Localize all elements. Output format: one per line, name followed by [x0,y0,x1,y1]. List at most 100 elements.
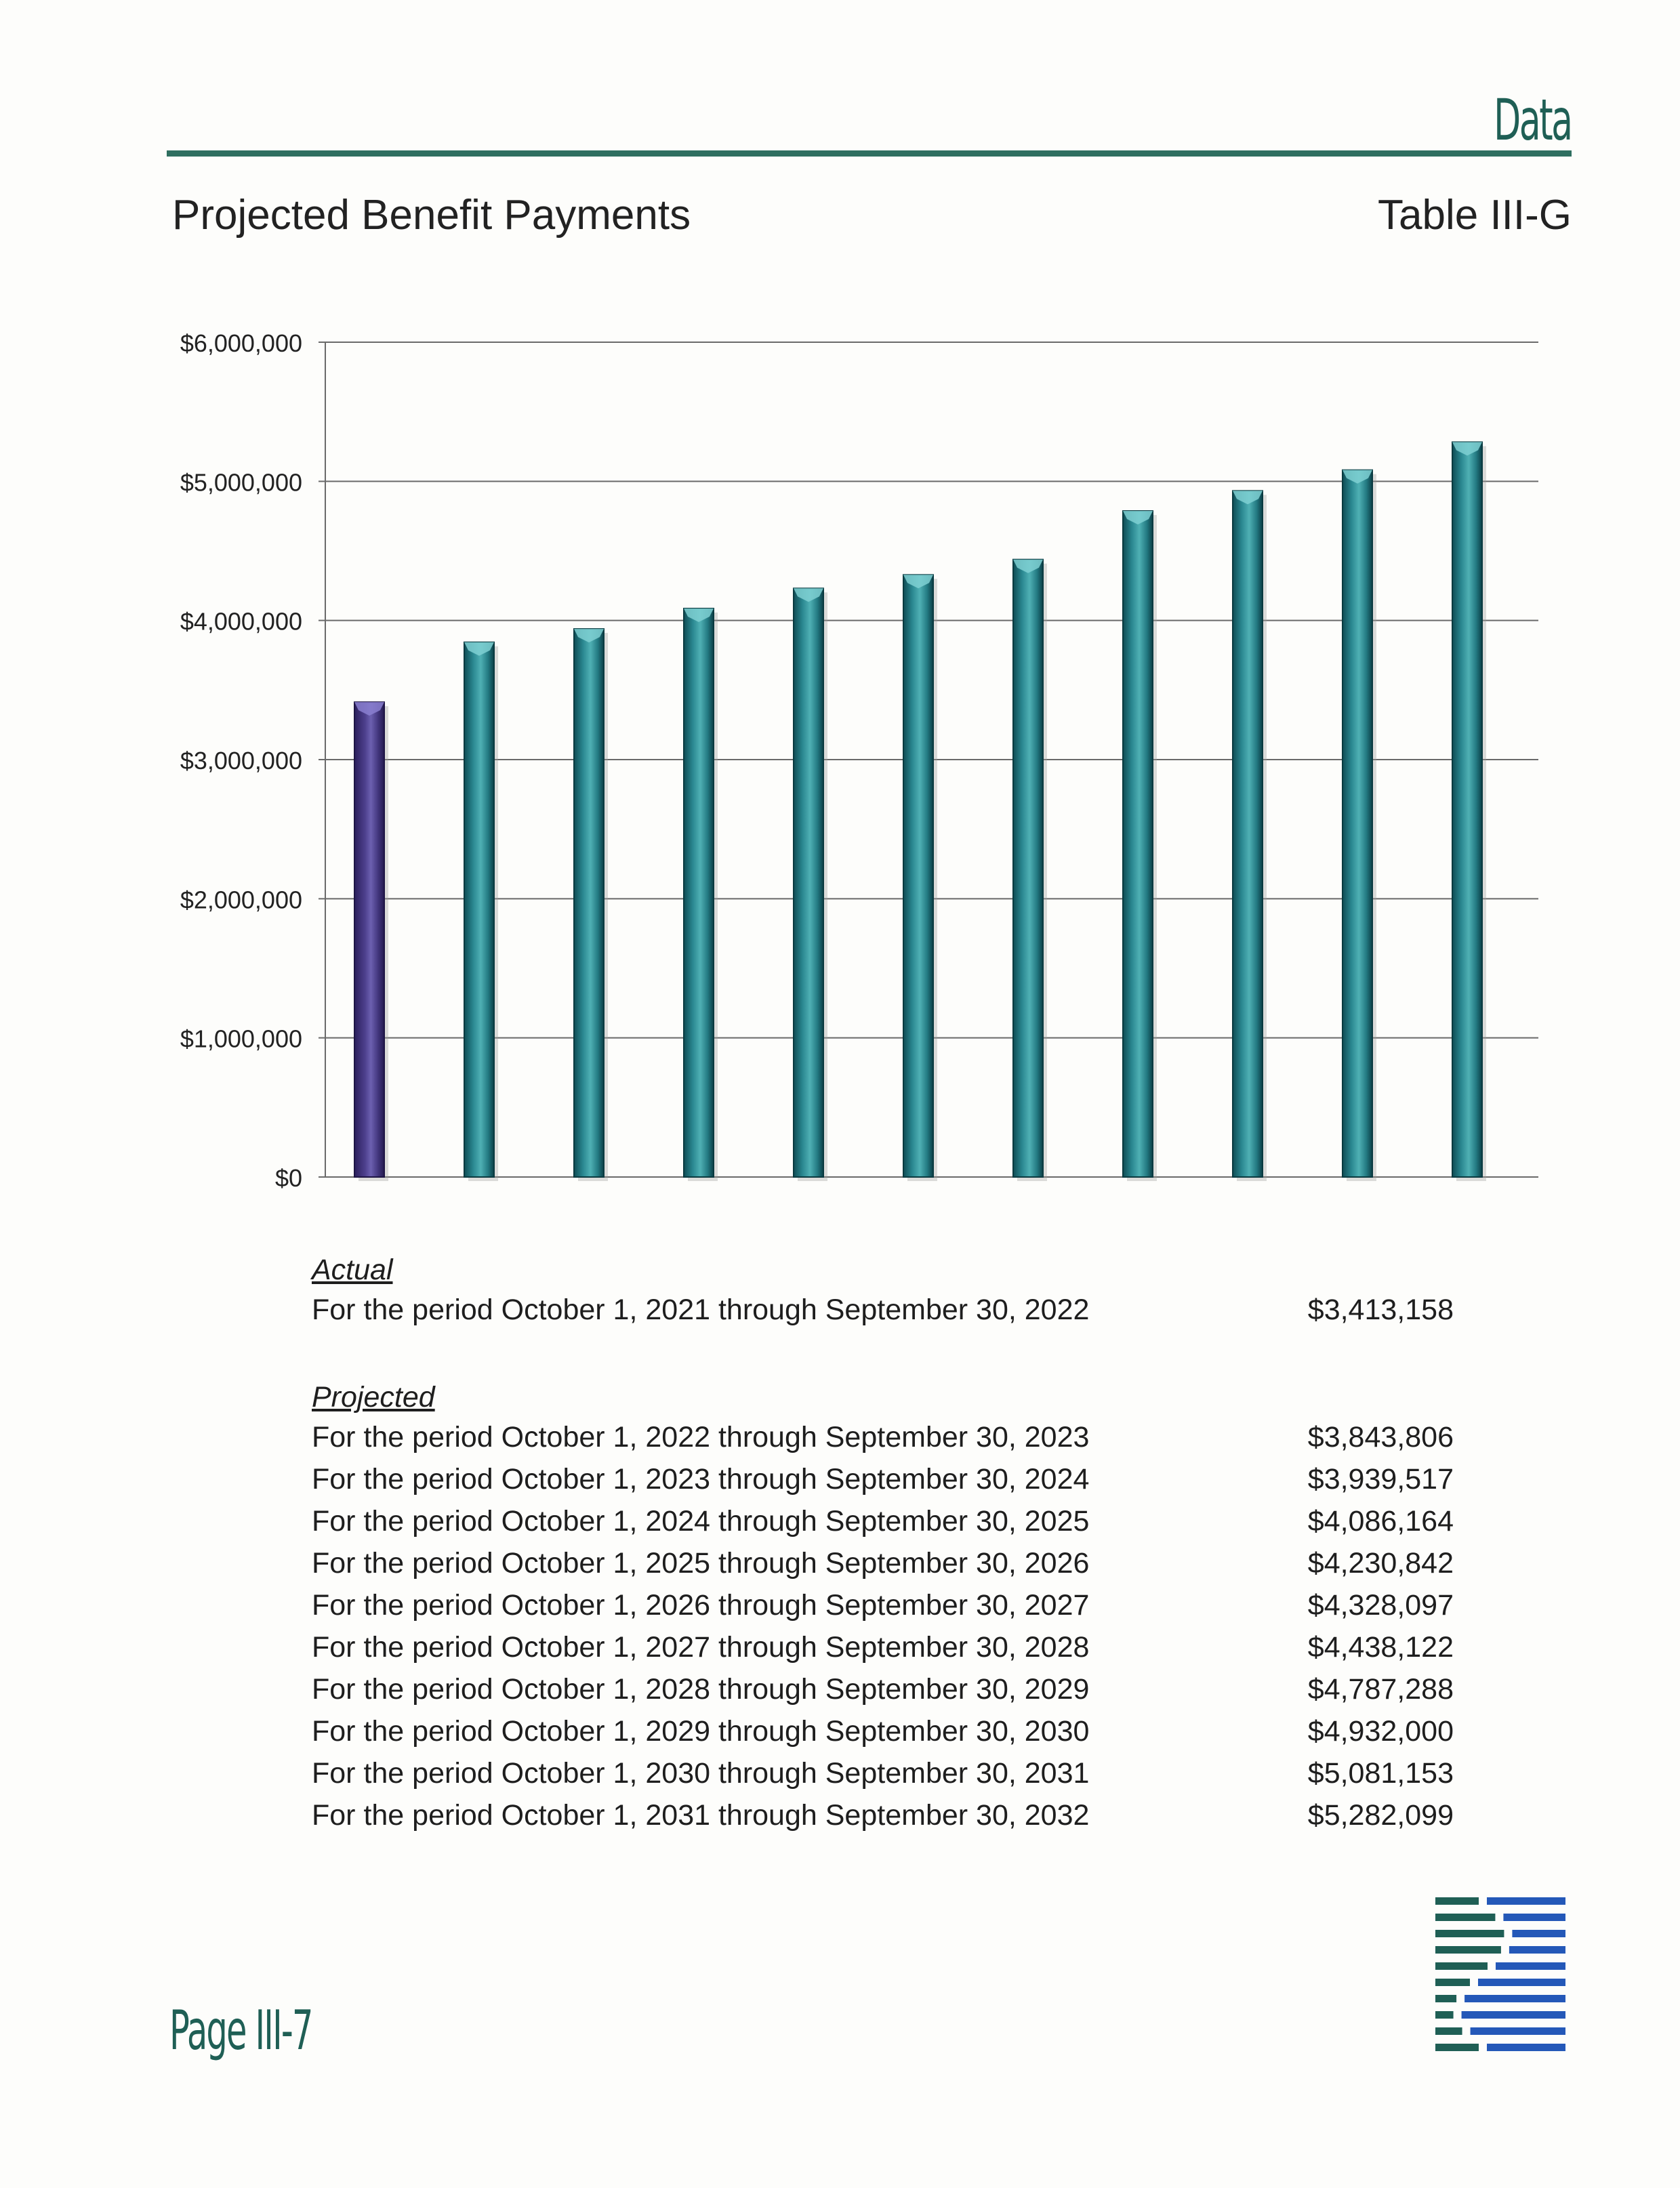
logo-stripe-left [1435,2011,1454,2019]
projected-row: For the period October 1, 2026 through S… [312,1584,1454,1626]
logo-stripe-right [1512,1930,1565,1937]
bar-body [1122,510,1153,1178]
bar-2026-2027 [903,574,937,1181]
bar-cap [354,702,384,716]
bar-2024-2025 [683,607,718,1181]
bar-2023-2024 [573,628,608,1181]
bar-cap [574,629,604,643]
company-logo [1435,1897,1565,2051]
y-tick-label: $3,000,000 [180,747,302,775]
bar-body [793,587,824,1178]
logo-stripe-right [1495,1962,1565,1970]
bar-body [573,628,605,1178]
logo-stripe-left [1435,1897,1479,1905]
period-text: For the period October 1, 2031 through S… [312,1799,1090,1832]
period-text: For the period October 1, 2027 through S… [312,1631,1090,1664]
bar-body [1232,490,1263,1178]
payments-list: Actual For the period October 1, 2021 th… [312,1251,1454,1836]
bar-2021-2022 [354,701,388,1181]
amount-text: $5,081,153 [1307,1757,1454,1790]
bar-cap [1343,470,1372,484]
projected-row: For the period October 1, 2025 through S… [312,1542,1454,1584]
logo-stripe-right [1464,1995,1565,2002]
header-rule [167,150,1572,157]
projected-row: For the period October 1, 2029 through S… [312,1710,1454,1752]
bar-2029-2030 [1232,490,1267,1181]
y-tick-label: $0 [275,1164,302,1192]
projected-row: For the period October 1, 2031 through S… [312,1794,1454,1836]
projected-rows: For the period October 1, 2022 through S… [312,1416,1454,1836]
logo-stripe-right [1509,1946,1565,1954]
period-text: For the period October 1, 2024 through S… [312,1505,1090,1537]
logo-stripe-left [1435,1995,1457,2002]
actual-rows: For the period October 1, 2021 through S… [312,1289,1454,1331]
bar-2027-2028 [1012,558,1047,1181]
bar-body [683,607,714,1178]
period-text: For the period October 1, 2030 through S… [312,1757,1090,1790]
amount-text: $5,282,099 [1307,1799,1454,1832]
period-text: For the period October 1, 2025 through S… [312,1547,1090,1580]
bar-cap [1452,442,1482,456]
bar-body [903,574,934,1178]
logo-stripe-left [1435,1930,1504,1937]
logo-stripe-left [1435,1914,1496,1921]
projected-row: For the period October 1, 2024 through S… [312,1500,1454,1542]
projected-row: For the period October 1, 2022 through S… [312,1416,1454,1458]
bar-cap [1123,511,1153,525]
bar-cap [1013,559,1043,573]
bar-cap [903,575,933,589]
logo-stripe-right [1503,1914,1565,1921]
bar-body [1342,469,1373,1178]
projected-row: For the period October 1, 2028 through S… [312,1668,1454,1710]
logo-stripe-left [1435,1962,1488,1970]
section-label: Data [1494,87,1574,153]
benefit-payments-chart: $0 $1,000,000 $2,000,000 $3,000,000 $4,000,0… [180,329,1538,1192]
actual-row: For the period October 1, 2021 through S… [312,1289,1454,1331]
amount-text: $4,932,000 [1307,1715,1454,1748]
logo-stripe-left [1435,2044,1479,2051]
period-text: For the period October 1, 2021 through S… [312,1294,1090,1326]
period-text: For the period October 1, 2023 through S… [312,1463,1090,1495]
page-title: Projected Benefit Payments [172,192,691,239]
logo-stripe-right [1487,2044,1565,2051]
table-id: Table III-G [1378,192,1572,239]
logo-stripe-left [1435,1946,1501,1954]
bar-body [1452,441,1483,1178]
y-tick-label: $5,000,000 [180,468,302,496]
bar-body [464,641,495,1178]
logo-stripe-left [1435,1979,1471,1986]
amount-text: $3,413,158 [1307,1294,1454,1326]
amount-text: $3,939,517 [1307,1463,1454,1495]
y-tick-label: $1,000,000 [180,1025,302,1053]
y-tick-label: $4,000,000 [180,608,302,636]
amount-text: $4,086,164 [1307,1505,1454,1537]
bar-2028-2029 [1122,510,1157,1181]
bar-2025-2026 [793,587,827,1181]
amount-text: $3,843,806 [1307,1421,1454,1453]
amount-text: $4,438,122 [1307,1631,1454,1664]
bar-cap [794,588,823,602]
actual-heading: Actual [312,1254,393,1286]
projected-row: For the period October 1, 2030 through S… [312,1752,1454,1794]
bar-2022-2023 [464,641,498,1181]
projected-row: For the period October 1, 2023 through S… [312,1458,1454,1500]
bar-2031-2032 [1452,441,1486,1182]
page-number: Page III-7 [169,1999,313,2062]
period-text: For the period October 1, 2026 through S… [312,1589,1090,1622]
y-tick-label: $6,000,000 [180,329,302,357]
bar-body [1012,558,1044,1178]
period-text: For the period October 1, 2029 through S… [312,1715,1090,1748]
logo-stripe-left [1435,2027,1462,2035]
y-tick-label: $2,000,000 [180,886,302,913]
bar-body [354,701,385,1178]
bar-2030-2031 [1342,469,1376,1181]
logo-stripe-right [1478,1979,1565,1986]
amount-text: $4,787,288 [1307,1673,1454,1706]
amount-text: $4,230,842 [1307,1547,1454,1580]
logo-stripe-right [1461,2011,1565,2019]
logo-stripe-right [1487,1897,1565,1905]
amount-text: $4,328,097 [1307,1589,1454,1622]
section-gap [312,1331,1454,1378]
logo-stripe-right [1470,2027,1565,2035]
projected-row: For the period October 1, 2027 through S… [312,1626,1454,1668]
